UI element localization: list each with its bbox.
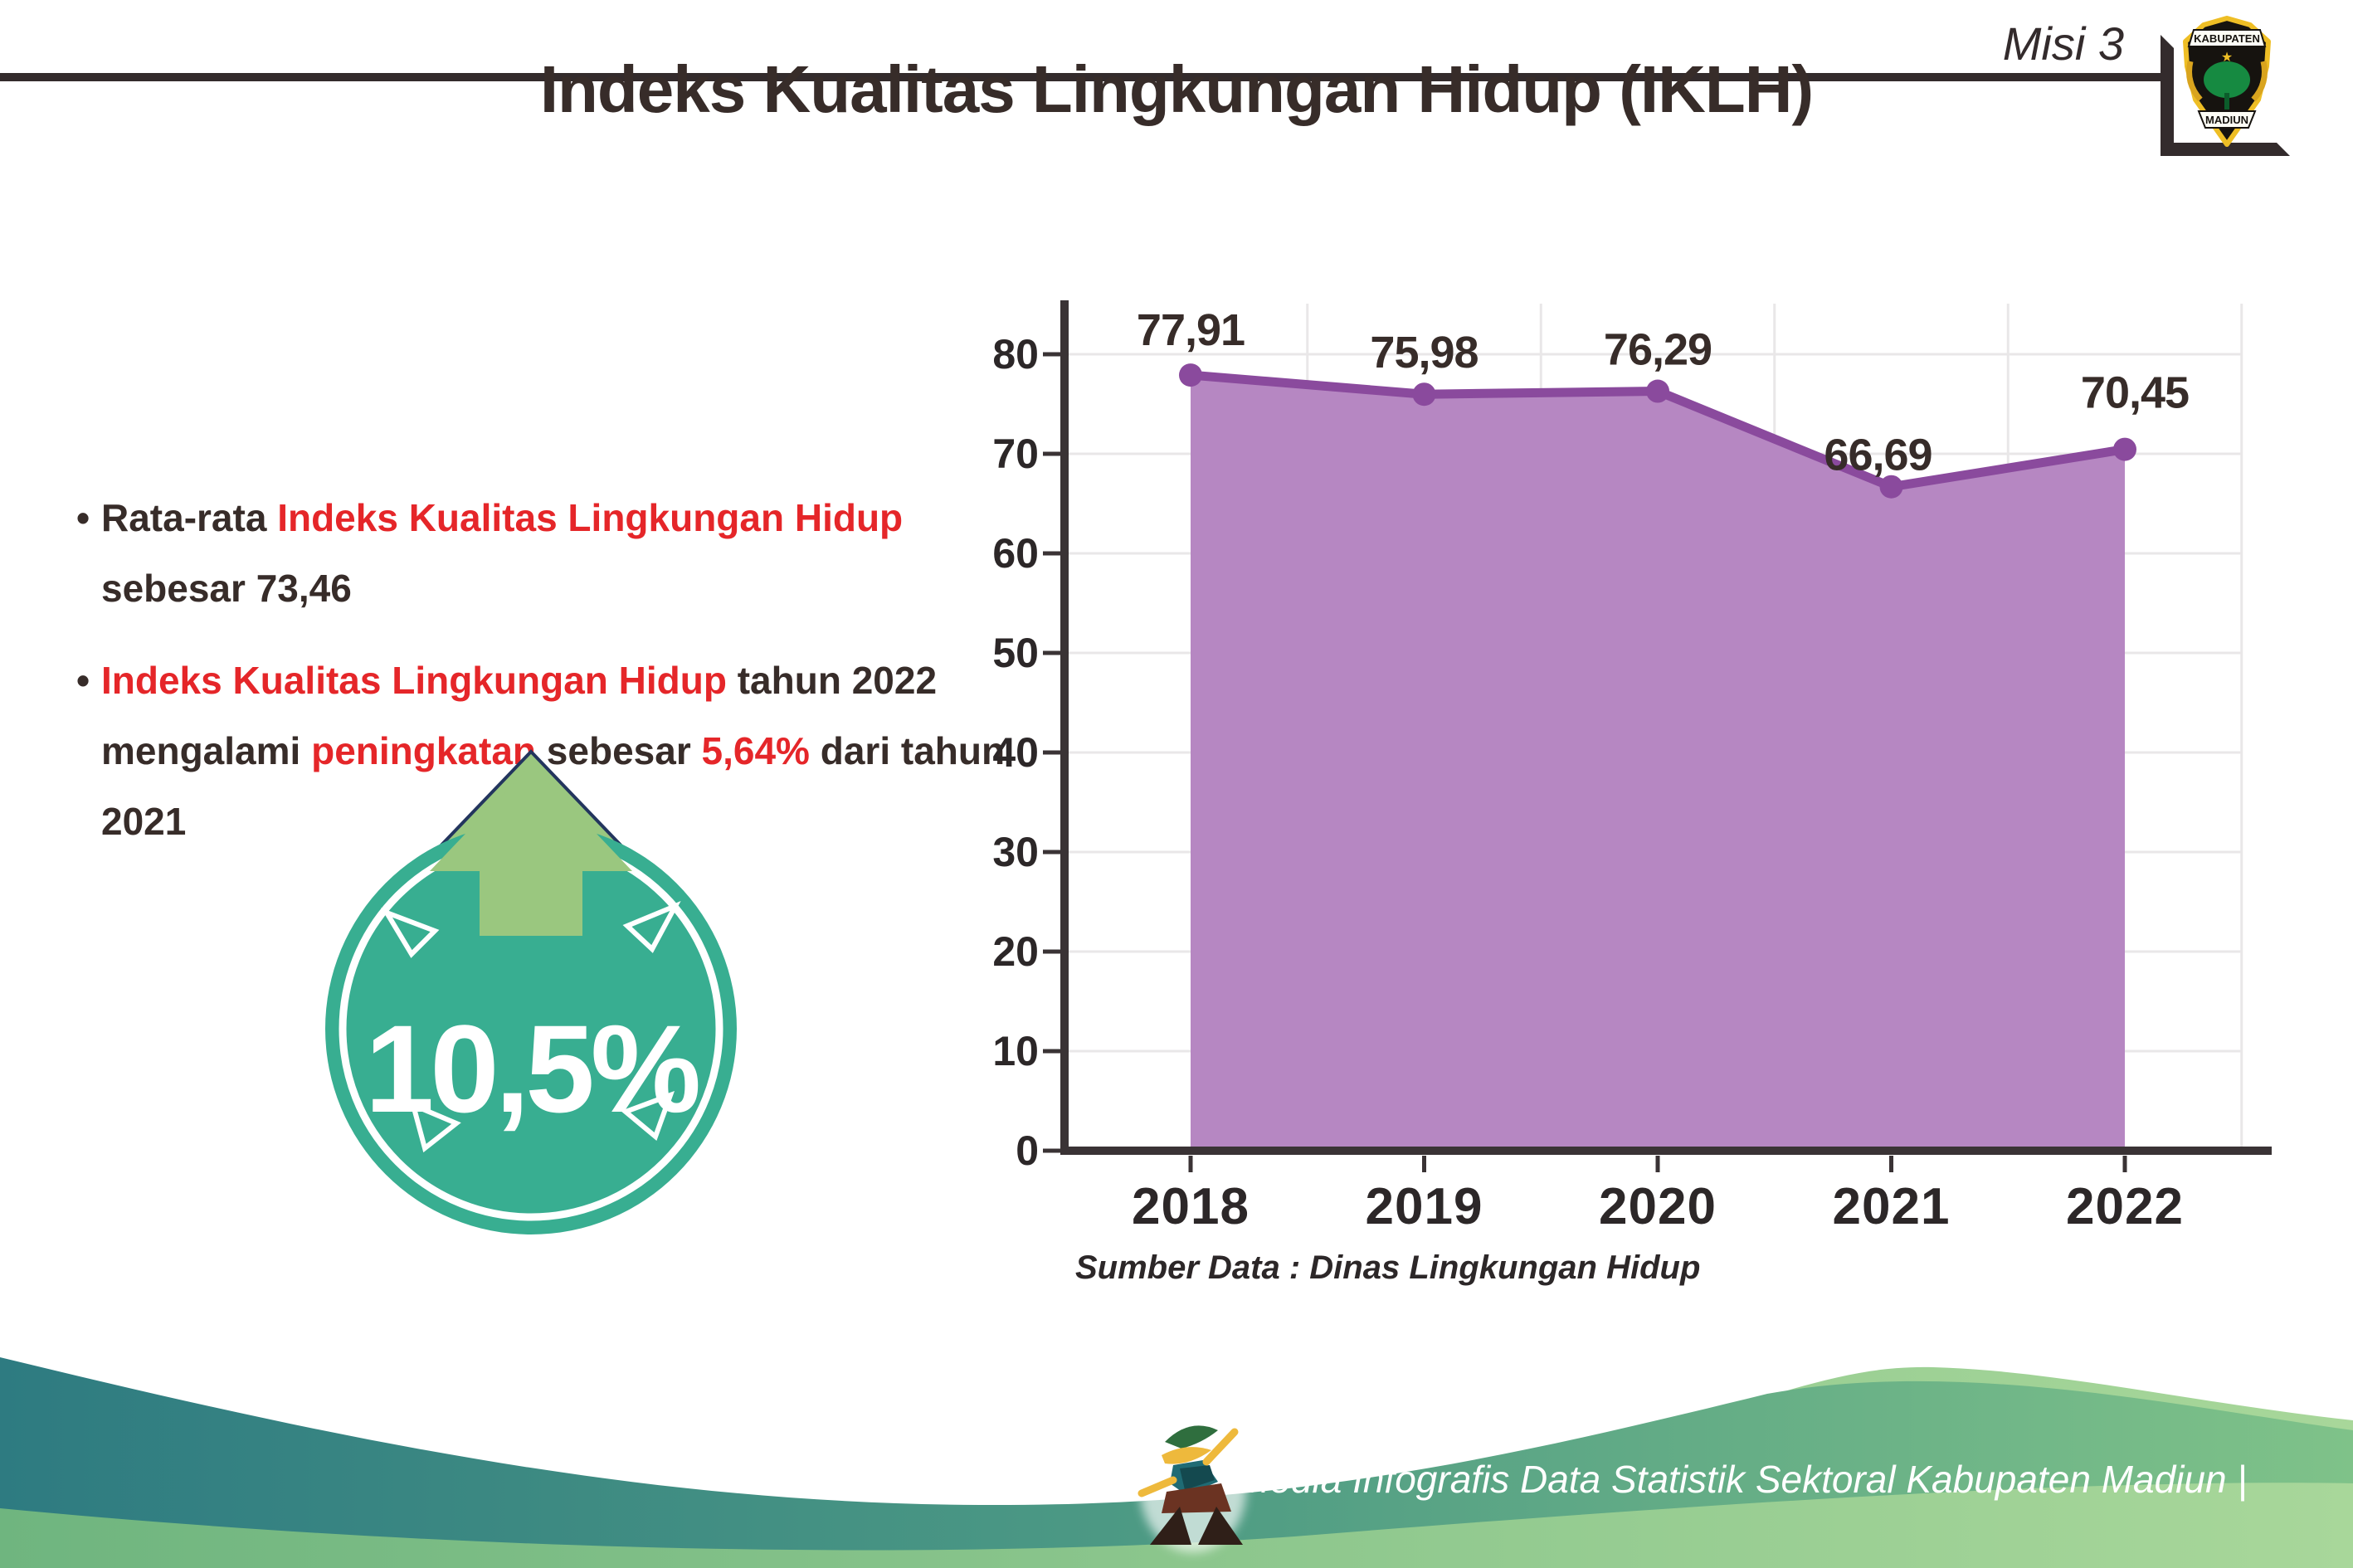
y-tick-label: 30 — [992, 829, 1039, 875]
wave-front — [0, 1357, 2353, 1551]
y-tick-label: 0 — [1016, 1127, 1039, 1174]
star-icon: ★ — [2221, 51, 2233, 65]
crest-wing-left — [2186, 61, 2203, 102]
data-point — [1412, 382, 1436, 407]
data-label: 76,29 — [1604, 325, 1712, 375]
crest-top-banner — [2187, 29, 2267, 47]
y-tick-label: 20 — [992, 928, 1039, 975]
crest-top-text: KABUPATEN — [2194, 32, 2260, 45]
bullet-segment: Rata-rata — [101, 496, 278, 539]
bullet-segment: sebesar — [536, 729, 702, 773]
crest-bottom-text: MADIUN — [2205, 114, 2248, 126]
crest-tree — [2204, 61, 2250, 98]
data-point — [2113, 437, 2136, 461]
bullet-marker: • — [76, 659, 90, 703]
spark-triangle-nw — [380, 908, 440, 958]
chart-source: Sumber Data : Dinas Lingkungan Hidup — [1075, 1249, 1701, 1286]
crest-wing-right — [2251, 61, 2268, 102]
spark-triangle-sw — [409, 1100, 461, 1153]
crest-trunk — [2224, 93, 2229, 110]
bullet-segment: Indeks Kualitas Lingkungan Hidup — [277, 496, 904, 539]
data-point — [1646, 379, 1669, 403]
bullet-item: • Rata-rata Indeks Kualitas Lingkungan Hi… — [76, 483, 1055, 624]
data-label: 75,98 — [1370, 328, 1478, 377]
spark-triangle-ne — [622, 901, 681, 953]
y-tick-label: 40 — [992, 729, 1039, 776]
header-rule — [0, 73, 2161, 81]
bullet-segment: Indeks Kualitas Lingkungan Hidup — [101, 659, 727, 703]
y-tick-label: 50 — [992, 630, 1039, 676]
spark-triangle-se — [621, 1090, 675, 1142]
y-tick-label: 10 — [992, 1028, 1039, 1074]
x-tick-label: 2021 — [1833, 1178, 1951, 1235]
data-point — [1179, 363, 1202, 387]
iklh-chart: 77,91 75,98 76,29 66,69 70,45 0 10 20 30 40 50 60 70… — [979, 290, 2290, 1327]
x-tick-label: 2022 — [2066, 1178, 2184, 1235]
bullet-segment: sebesar 73,46 — [101, 567, 352, 611]
bullet-segment: 5,64% — [701, 729, 810, 773]
y-tick-label: 70 — [992, 431, 1039, 477]
bullet-marker: • — [76, 496, 90, 539]
bullet-segment: peningkatan — [311, 729, 537, 773]
x-tick-label: 2020 — [1599, 1178, 1717, 1235]
up-arrow-overlap — [430, 765, 632, 936]
data-point — [1879, 475, 1903, 499]
y-tick-label: 60 — [992, 530, 1039, 577]
kabupaten-madiun-logo: KABUPATEN ★ MADIUN — [2183, 16, 2271, 147]
footer-wave — [0, 1357, 2353, 1568]
bullet-list: • Rata-rata Indeks Kualitas Lingkungan Hi… — [76, 483, 1055, 879]
x-tick-label: 2019 — [1366, 1178, 1483, 1235]
data-label: 70,45 — [2081, 368, 2189, 418]
crest-bottom-banner — [2197, 110, 2257, 129]
x-tick-label: 2018 — [1132, 1178, 1250, 1235]
increase-badge: 10,5% — [325, 749, 737, 1234]
data-label: 77,91 — [1137, 305, 1245, 355]
bullet-segment: dari tahun 2021 — [101, 729, 1006, 844]
badge-value: 10,5% — [365, 999, 699, 1138]
y-tick-label: 80 — [992, 331, 1039, 377]
bullet-item: • Indeks Kualitas Lingkungan Hidup tahun … — [76, 645, 1055, 857]
data-label: 66,69 — [1824, 431, 1932, 480]
logo-frame — [2161, 35, 2290, 156]
bullet-segment: tahun 2022 mengalami — [101, 659, 938, 773]
footer-caption: Media Infografis Data Statistik Sektoral… — [1238, 1458, 2248, 1501]
misi-label: Misi 3 — [2002, 17, 2124, 70]
mascot-icon — [1138, 1425, 1246, 1552]
page-title: Indeks Kualitas Lingkungan Hidup (IKLH) — [539, 52, 1814, 126]
chart-svg: 77,91 75,98 76,29 66,69 70,45 0 10 20 30 40 50 60 70… — [992, 300, 2272, 1235]
area-fill — [1191, 375, 2125, 1151]
